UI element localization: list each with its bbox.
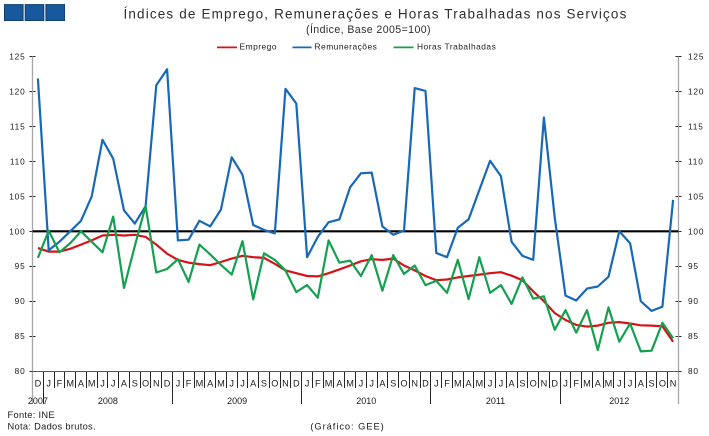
svg-text:A: A (595, 378, 602, 388)
svg-text:F: F (573, 378, 579, 388)
svg-text:J: J (488, 378, 493, 388)
svg-text:N: N (153, 378, 160, 388)
svg-text:N: N (282, 378, 289, 388)
svg-text:D: D (422, 378, 429, 388)
svg-text:S: S (261, 378, 267, 388)
svg-text:J: J (240, 378, 245, 388)
svg-text:N: N (411, 378, 418, 388)
svg-text:N: N (541, 378, 548, 388)
svg-text:F: F (444, 378, 450, 388)
svg-text:95: 95 (15, 261, 26, 271)
svg-text:D: D (35, 378, 42, 388)
svg-text:M: M (583, 378, 591, 388)
svg-text:A: A (78, 378, 85, 388)
svg-text:S: S (390, 378, 396, 388)
svg-text:95: 95 (688, 261, 699, 271)
svg-text:F: F (315, 378, 321, 388)
svg-text:110: 110 (10, 157, 26, 167)
svg-text:J: J (628, 378, 633, 388)
svg-text:80: 80 (15, 366, 26, 376)
svg-text:Horas Trabalhadas: Horas Trabalhadas (417, 42, 496, 52)
svg-text:A: A (379, 378, 386, 388)
svg-text:J: J (369, 378, 374, 388)
svg-text:2011: 2011 (486, 396, 505, 406)
svg-text:J: J (46, 378, 51, 388)
svg-text:90: 90 (15, 296, 26, 306)
svg-text:A: A (207, 378, 214, 388)
svg-text:J: J (434, 378, 439, 388)
svg-text:J: J (499, 378, 504, 388)
svg-text:90: 90 (688, 296, 699, 306)
svg-text:Emprego: Emprego (240, 42, 277, 52)
svg-text:M: M (605, 378, 613, 388)
svg-text:Remunerações: Remunerações (315, 42, 378, 52)
svg-text:Nota: Dados brutos.: Nota: Dados brutos. (8, 421, 96, 431)
svg-text:85: 85 (15, 331, 26, 341)
svg-text:120: 120 (688, 87, 704, 97)
svg-text:Fonte: INE: Fonte: INE (8, 410, 55, 420)
svg-text:D: D (293, 378, 300, 388)
svg-text:(Gráfico: GEE): (Gráfico: GEE) (310, 421, 384, 431)
svg-text:125: 125 (9, 52, 25, 62)
svg-text:F: F (57, 378, 63, 388)
svg-text:2009: 2009 (227, 396, 247, 406)
svg-text:A: A (121, 378, 128, 388)
svg-text:115: 115 (10, 122, 26, 132)
svg-text:D: D (164, 378, 171, 388)
svg-text:M: M (475, 378, 483, 388)
svg-text:S: S (132, 378, 138, 388)
svg-text:N: N (670, 378, 677, 388)
svg-text:120: 120 (9, 87, 25, 97)
svg-text:A: A (466, 378, 473, 388)
svg-text:2007: 2007 (28, 396, 48, 406)
svg-text:J: J (111, 378, 116, 388)
svg-text:(Índice, Base 2005=100): (Índice, Base 2005=100) (306, 23, 431, 36)
svg-text:O: O (530, 378, 537, 388)
svg-text:A: A (250, 378, 257, 388)
svg-text:2012: 2012 (609, 396, 629, 406)
svg-text:J: J (617, 378, 622, 388)
svg-text:J: J (305, 378, 310, 388)
svg-text:100: 100 (688, 226, 704, 236)
svg-text:A: A (638, 378, 645, 388)
svg-text:J: J (176, 378, 181, 388)
svg-text:M: M (346, 378, 354, 388)
svg-text:M: M (325, 378, 333, 388)
svg-text:A: A (509, 378, 516, 388)
svg-text:100: 100 (9, 226, 25, 236)
svg-text:M: M (196, 378, 204, 388)
svg-text:O: O (400, 378, 407, 388)
svg-text:80: 80 (688, 366, 699, 376)
svg-text:M: M (217, 378, 225, 388)
svg-text:M: M (454, 378, 462, 388)
svg-text:O: O (659, 378, 666, 388)
svg-text:J: J (359, 378, 364, 388)
svg-text:2008: 2008 (98, 396, 118, 406)
svg-text:A: A (336, 378, 343, 388)
svg-text:O: O (142, 378, 149, 388)
svg-text:105: 105 (9, 191, 25, 201)
svg-text:D: D (551, 378, 558, 388)
svg-text:M: M (88, 378, 96, 388)
svg-text:110: 110 (688, 157, 704, 167)
svg-text:115: 115 (688, 122, 704, 132)
svg-text:S: S (519, 378, 525, 388)
svg-text:125: 125 (688, 52, 704, 62)
svg-text:85: 85 (688, 331, 699, 341)
svg-text:J: J (100, 378, 105, 388)
svg-text:Índices de Emprego, Remuneraçõ: Índices de Emprego, Remunerações e Horas… (124, 6, 628, 21)
svg-text:105: 105 (688, 191, 704, 201)
svg-text:J: J (229, 378, 234, 388)
svg-text:2010: 2010 (356, 396, 376, 406)
svg-text:M: M (66, 378, 74, 388)
svg-text:S: S (649, 378, 655, 388)
svg-text:F: F (186, 378, 192, 388)
svg-text:O: O (271, 378, 278, 388)
svg-text:J: J (563, 378, 568, 388)
